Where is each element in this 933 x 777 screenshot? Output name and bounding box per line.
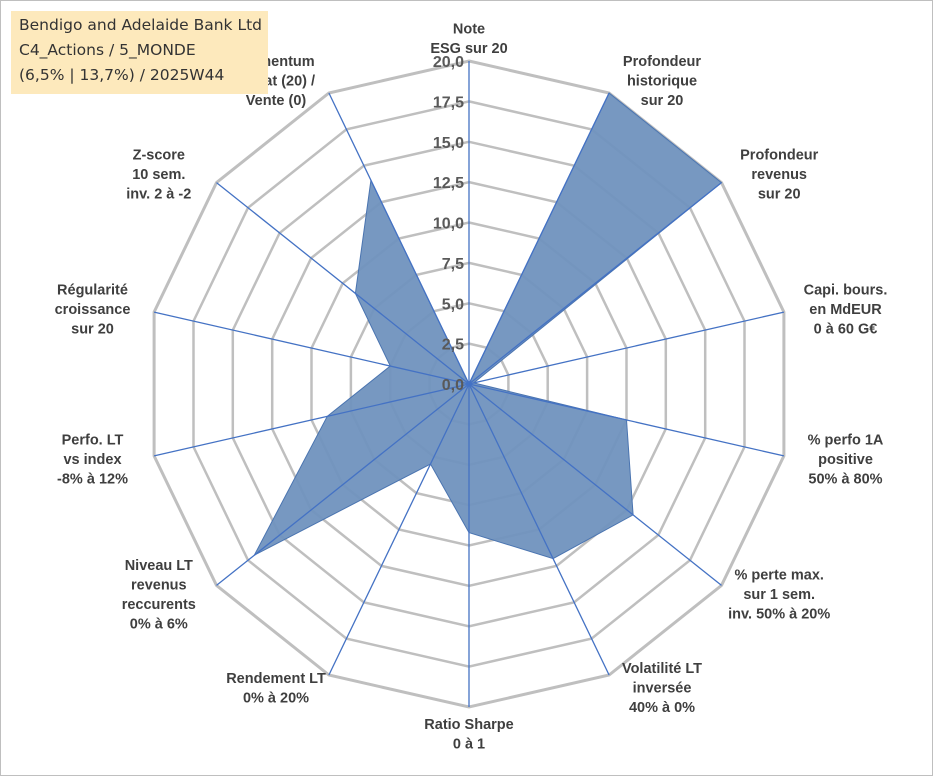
info-company-name: Bendigo and Adelaide Bank Ltd: [19, 16, 263, 34]
tick-label-7: 17,5: [433, 94, 464, 111]
axis-label-line: Niveau LT: [125, 558, 193, 574]
tick-labels: 0,0 2,5 5,0 7,5 10,0 12,5 15,0 17,5 20,0: [433, 54, 464, 394]
axis-label-zscore: Z-score 10 sem. inv. 2 à -2: [126, 147, 191, 202]
axis-label-line: Profondeur: [740, 147, 818, 163]
axis-label-line: 50% à 80%: [808, 472, 882, 488]
tick-label-2: 5,0: [442, 296, 464, 313]
series-layer: [253, 92, 723, 560]
tick-label-1: 2,5: [442, 337, 464, 354]
axis-label-line: % perte max.: [734, 568, 823, 584]
axis-label-line: Rendement LT: [226, 671, 326, 687]
axis-label-volatilite: Volatilité LT inversée 40% à 0%: [622, 661, 702, 716]
axis-label-line: ESG sur 20: [430, 41, 507, 57]
axes-layer: [153, 61, 785, 707]
axis-label-line: sur 20: [758, 186, 801, 202]
axis-label-perfo-lt: Perfo. LT vs index -8% à 12%: [57, 433, 128, 488]
axis-label-line: 0 à 1: [453, 737, 485, 753]
axis-label-line: Perfo. LT: [62, 433, 124, 449]
axis-line-niveau-revenus: [216, 383, 470, 586]
axis-label-line: Régularité: [57, 283, 128, 299]
axis-label-line: inv. 2 à -2: [126, 186, 191, 202]
info-box: Bendigo and Adelaide Bank Ltd C4_Actions…: [11, 11, 268, 94]
axis-label-line: Vente (0): [246, 93, 307, 109]
axis-line-perfo-1a: [468, 383, 785, 457]
tick-label-3: 7,5: [442, 256, 464, 273]
axis-line-capi-bours: [468, 311, 785, 385]
axis-label-profondeur-revenus: Profondeur revenus sur 20: [740, 147, 818, 202]
axis-line-volatilite: [468, 383, 610, 676]
axis-label-line: Z-score: [133, 147, 185, 163]
axis-label-line: 0% à 20%: [243, 690, 309, 706]
axis-label-niveau-revenus: Niveau LT revenus reccurents 0% à 6%: [122, 558, 196, 633]
tick-label-6: 15,0: [433, 135, 464, 152]
axis-label-profondeur-historique: Profondeur historique sur 20: [623, 54, 701, 109]
axis-label-line: Ratio Sharpe: [424, 717, 513, 733]
axis-label-line: vs index: [63, 452, 121, 468]
axis-label-line: Note: [453, 22, 485, 38]
axis-line-zscore: [216, 182, 470, 385]
axis-label-capi-bours: Capi. bours. en MdEUR 0 à 60 G€: [804, 283, 888, 338]
axis-label-line: 40% à 0%: [629, 700, 695, 716]
axis-label-line: croissance: [55, 302, 131, 318]
axis-label-rendement: Rendement LT 0% à 20%: [226, 671, 326, 707]
axis-label-line: inv. 50% à 20%: [728, 607, 830, 623]
axis-label-line: Profondeur: [623, 54, 701, 70]
axis-line-profondeur-historique: [468, 92, 610, 385]
axis-label-line: revenus: [131, 577, 187, 593]
info-category: C4_Actions / 5_MONDE: [19, 41, 196, 59]
tick-label-8: 20,0: [433, 54, 464, 71]
axis-label-line: historique: [627, 73, 697, 89]
axis-label-perfo-1a: % perfo 1A positive 50% à 80%: [808, 433, 884, 488]
axis-line-profondeur-revenus: [468, 182, 722, 385]
axis-label-line: Capi. bours.: [804, 283, 888, 299]
axis-line-momentum: [328, 92, 470, 385]
axis-label-line: en MdEUR: [809, 302, 882, 318]
axis-label-line: -8% à 12%: [57, 472, 128, 488]
axis-label-line: reccurents: [122, 597, 196, 613]
tick-label-4: 10,0: [433, 216, 464, 233]
tick-label-5: 12,5: [433, 175, 464, 192]
axis-label-line: positive: [818, 452, 873, 468]
axis-label-line: 0% à 6%: [130, 616, 188, 632]
info-period: (6,5% | 13,7%) / 2025W44: [19, 66, 225, 84]
axis-line-perfo-lt: [153, 383, 470, 457]
axis-label-line: 10 sem.: [132, 167, 185, 183]
axis-label-regularite: Régularité croissance sur 20: [55, 283, 131, 338]
axis-label-line: inversée: [633, 681, 692, 697]
axis-labels: Note ESG sur 20 Profondeur historique sur 20…: [55, 22, 888, 753]
axis-label-line: % perfo 1A: [808, 433, 884, 449]
axis-label-line: Volatilité LT: [622, 661, 702, 677]
axis-label-line: revenus: [751, 167, 807, 183]
axis-label-sharpe: Ratio Sharpe 0 à 1: [424, 717, 513, 753]
axis-label-line: sur 20: [71, 322, 114, 338]
series-area: [253, 92, 723, 560]
axis-line-perte-max: [468, 383, 722, 586]
tick-label-0: 0,0: [442, 377, 464, 394]
axis-label-esg: Note ESG sur 20: [430, 22, 507, 58]
axis-label-line: sur 20: [641, 93, 684, 109]
axis-label-line: 0 à 60 G€: [814, 322, 878, 338]
axis-label-perte-max: % perte max. sur 1 sem. inv. 50% à 20%: [728, 568, 830, 623]
axis-line-rendement: [328, 383, 470, 676]
axis-label-line: sur 1 sem.: [743, 587, 815, 603]
axis-line-regularite: [153, 311, 470, 385]
